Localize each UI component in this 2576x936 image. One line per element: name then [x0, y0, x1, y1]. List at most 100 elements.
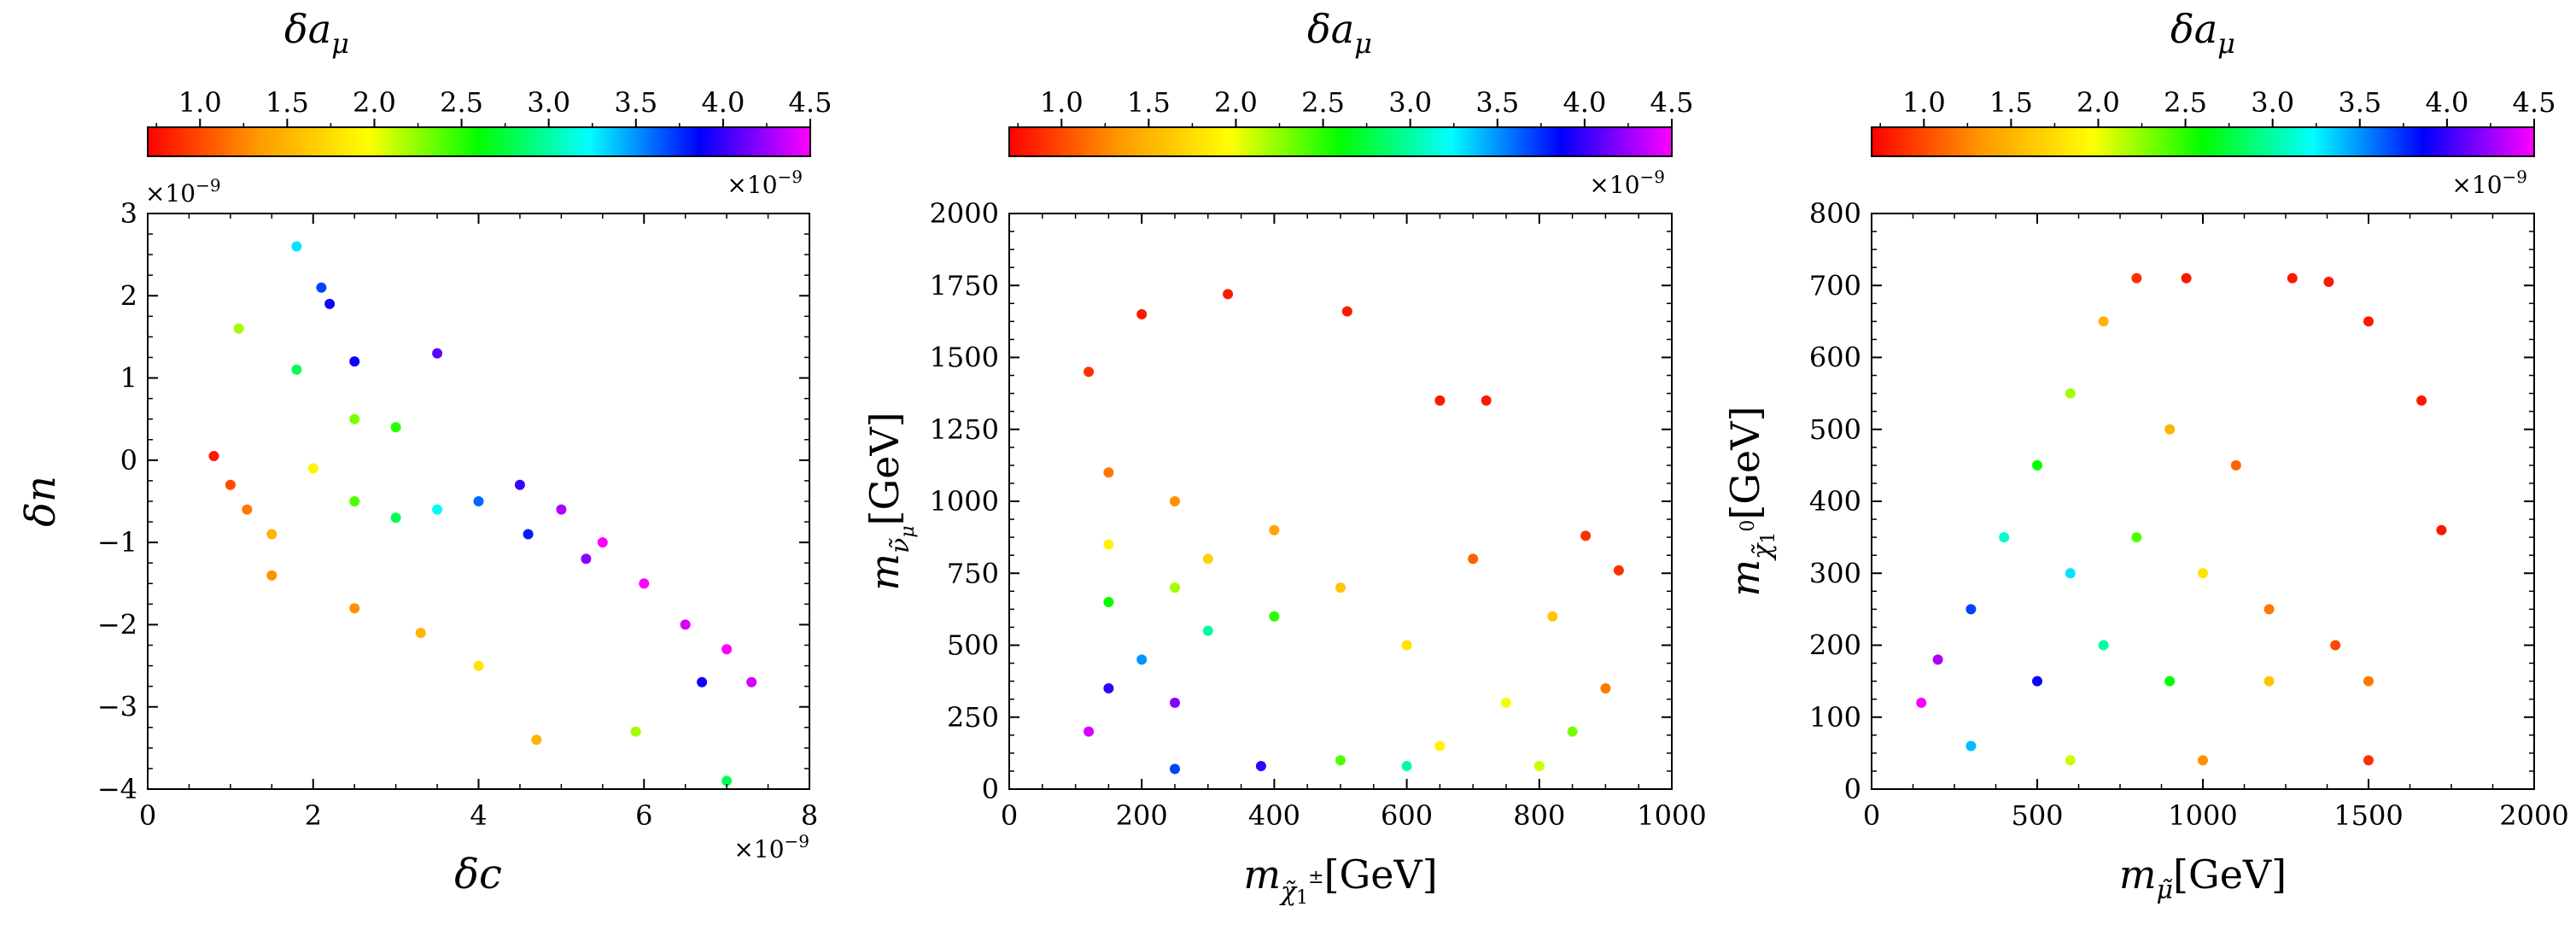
colorbar-tick-label: 3.5: [2338, 86, 2381, 119]
scatter-point: [1434, 740, 1446, 752]
scatter-point: [2181, 272, 2192, 284]
y-tick-label: 0: [1844, 773, 1861, 805]
x-tick-label: 2: [305, 799, 322, 832]
y-tick-label: 300: [1809, 557, 1861, 589]
scatter-point: [432, 348, 443, 359]
scatter-point: [1223, 289, 1234, 300]
scatter-point: [1084, 726, 1095, 737]
y-tick-label: 1000: [930, 485, 999, 518]
scatter-point: [2363, 676, 2374, 687]
y-axis-label: δn: [17, 476, 65, 527]
scatter-point: [2164, 676, 2176, 687]
scatter-point: [514, 479, 525, 490]
x-axis-ticks: 0 200 400 600 800 1000: [1001, 214, 1707, 832]
scatter-point: [432, 504, 443, 515]
colorbar-tick-label: 4.0: [701, 86, 745, 119]
x-tick-label: 0: [1863, 799, 1880, 832]
panel-1: δaμ 1.0 1.5 2.0 2.5 3.0 3.5 4.0 4.5 ×10−9 ×10−9…: [17, 6, 832, 898]
scatter-point: [1468, 553, 1479, 565]
scatter-point: [1103, 539, 1114, 550]
scatter-point: [225, 479, 236, 490]
colorbar-tick-label: 1.5: [266, 86, 309, 119]
scatter-point: [2363, 316, 2374, 327]
scatter-point: [2198, 755, 2208, 766]
y-tick-label: −3: [97, 691, 137, 723]
scatter-point: [1434, 395, 1446, 406]
colorbar-tick-label: 3.5: [614, 86, 657, 119]
scatter-point: [2131, 532, 2142, 543]
plot-frame: [1871, 213, 2535, 790]
x-tick-label: 200: [1116, 799, 1168, 832]
colorbar-tick-label: 2.5: [1301, 86, 1345, 119]
scatter-point: [1170, 763, 1180, 775]
colorbar-tick-label: 3.0: [1388, 86, 1432, 119]
scatter-point: [721, 644, 733, 655]
colorbar-title: δaμ: [2170, 6, 2235, 60]
scatter-points: [1084, 289, 1624, 775]
panel-2: δaμ 1.0 1.5 2.0 2.5 3.0 3.5 4.0 4.5 ×10−9 0 200 4…: [862, 6, 1707, 909]
scatter-point: [581, 553, 592, 565]
scatter-point: [1170, 697, 1180, 708]
scatter-point: [324, 298, 336, 309]
scatter-point: [746, 676, 757, 687]
scatter-points: [208, 241, 757, 787]
scatter-point: [349, 356, 360, 367]
y-tick-label: 2: [120, 279, 137, 312]
colorbar-tick-label: 3.5: [1475, 86, 1519, 119]
scatter-point: [1966, 740, 1977, 752]
scatter-point: [1401, 640, 1412, 651]
scatter-point: [1136, 654, 1148, 665]
y-tick-label: 1750: [930, 269, 999, 301]
y-axis-label: mν̃μ[GeV]: [862, 412, 919, 590]
scatter-point: [291, 241, 302, 252]
scatter-point: [349, 603, 360, 614]
scatter-point: [2098, 640, 2109, 651]
scatter-point: [1567, 726, 1578, 737]
scatter-point: [2436, 524, 2447, 535]
x-tick-label: 500: [2011, 799, 2063, 832]
scatter-point: [1335, 755, 1346, 766]
scatter-point: [291, 364, 302, 375]
y-tick-label: 750: [947, 557, 999, 589]
y-tick-label: −2: [97, 608, 137, 641]
y-tick-label: 500: [1809, 413, 1861, 446]
scatter-point: [523, 529, 534, 540]
colorbar-tick-label: 2.0: [353, 86, 396, 119]
scatter-point: [1136, 309, 1148, 319]
scatter-point: [556, 504, 567, 515]
scatter-point: [242, 504, 253, 515]
scatter-point: [1202, 553, 1213, 565]
scatter-point: [307, 463, 318, 474]
scatter-point: [415, 628, 426, 639]
colorbar-exponent: ×10−9: [1589, 167, 1665, 199]
y-tick-label: 1: [120, 362, 137, 395]
y-tick-label: 1250: [930, 413, 999, 446]
colorbar: [147, 126, 811, 157]
scatter-point: [2164, 424, 2176, 435]
x-tick-label: 8: [801, 799, 818, 832]
x-tick-label: 1000: [2168, 799, 2237, 832]
scatter-point: [1170, 496, 1180, 506]
scatter-point: [349, 413, 360, 424]
scatter-point: [1202, 625, 1213, 636]
scatter-point: [721, 775, 733, 787]
scatter-point: [597, 537, 608, 548]
scatter-point: [2098, 316, 2109, 327]
scatter-point: [1084, 366, 1095, 377]
y-tick-label: −4: [97, 773, 137, 805]
scatter-point: [1932, 654, 1943, 665]
y-tick-label: 0: [120, 444, 137, 477]
colorbar-exponent: ×10−9: [727, 167, 803, 199]
x-tick-label: 2000: [2499, 799, 2568, 832]
scatter-point: [1999, 532, 2010, 543]
scatter-points: [1916, 272, 2447, 766]
colorbar-tick-labels: 1.0 1.5 2.0 2.5 3.0 3.5 4.0 4.5: [1017, 86, 1693, 127]
scatter-point: [2032, 459, 2042, 471]
x-axis-exponent: ×10−9: [733, 831, 809, 863]
scatter-point: [390, 512, 401, 524]
x-axis-label: mμ̃[GeV]: [2119, 851, 2287, 905]
colorbar: [1008, 126, 1673, 157]
colorbar-tick-label: 2.0: [1214, 86, 1258, 119]
colorbar-tick-labels: 1.0 1.5 2.0 2.5 3.0 3.5 4.0 4.5: [1879, 86, 2556, 127]
